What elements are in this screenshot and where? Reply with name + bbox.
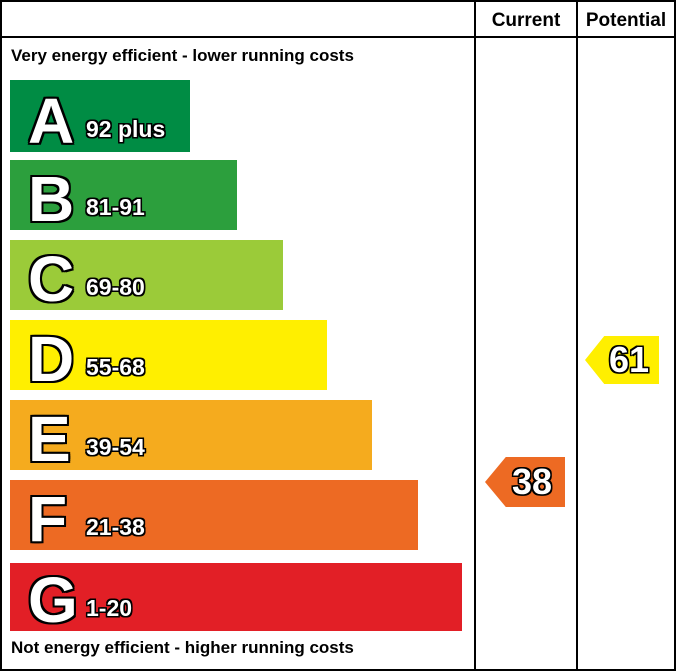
band-f-range: 21-38 [86,514,145,540]
band-g: G 1-20 [10,563,462,637]
band-b-range: 81-91 [86,194,145,220]
potential-rating-value: 61 [608,339,650,380]
band-b-letter: B [28,163,75,236]
band-c-letter: C [28,243,75,316]
current-rating-value: 38 [511,461,553,502]
band-g-letter: G [28,564,78,637]
band-e: E 39-54 [10,400,372,476]
band-f: F 21-38 [10,480,418,556]
band-d-letter: D [28,323,75,396]
band-d-range: 55-68 [86,354,145,380]
band-e-range: 39-54 [86,434,145,460]
column-divider-current-potential [576,2,578,669]
caption-not-efficient: Not energy efficient - higher running co… [11,638,354,657]
header-divider-line [2,36,674,38]
band-a-range: 92 plus [86,116,166,142]
current-column-header: Current [491,10,561,31]
current-rating-arrow: 38 [485,457,565,507]
band-b: B 81-91 [10,160,237,236]
potential-rating-arrow: 61 [585,336,659,384]
caption-very-efficient: Very energy efficient - lower running co… [11,46,354,65]
band-e-letter: E [28,403,71,476]
band-a: A 92 plus [10,80,190,158]
band-a-letter: A [28,85,75,158]
potential-column-header: Potential [585,10,667,31]
band-g-range: 1-20 [86,595,133,621]
column-divider-chart-current [474,2,476,669]
band-f-letter: F [28,483,68,556]
band-d: D 55-68 [10,320,327,396]
band-c-range: 69-80 [86,274,145,300]
band-c: C 69-80 [10,240,283,316]
